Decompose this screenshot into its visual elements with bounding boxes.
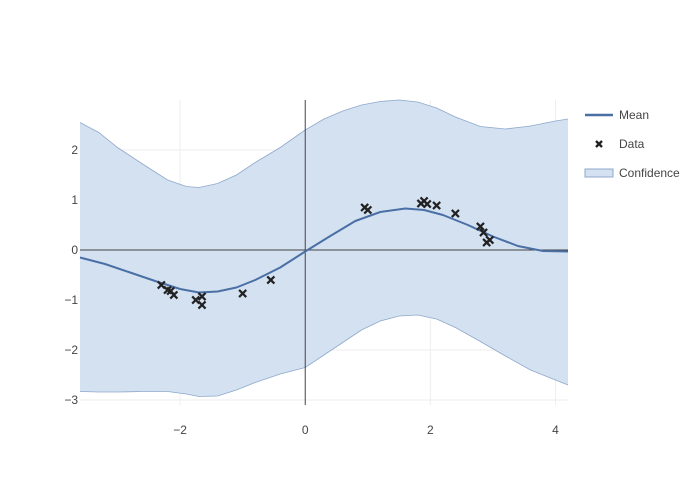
- data-point: [422, 199, 432, 209]
- x-tick-label: 4: [552, 423, 559, 437]
- confidence-band: [80, 100, 568, 397]
- x-tick-label: −2: [173, 423, 187, 437]
- data-point: [363, 205, 373, 215]
- legend-item-confidence[interactable]: Confidence: [584, 166, 680, 180]
- legend[interactable]: Mean Data Confidence: [584, 108, 680, 180]
- data-point: [197, 292, 207, 301]
- legend-label-data: Data: [619, 137, 645, 151]
- legend-item-mean[interactable]: Mean: [585, 108, 649, 122]
- data-point: [479, 228, 488, 237]
- legend-label-confidence: Confidence: [619, 166, 680, 180]
- legend-data-marker: [595, 140, 603, 148]
- data-point: [451, 209, 460, 218]
- y-tick-label: −1: [64, 293, 78, 307]
- data-point: [191, 295, 201, 305]
- legend-label-mean: Mean: [619, 108, 649, 122]
- data-points-layer: [156, 196, 495, 310]
- x-tick-label: 2: [427, 423, 434, 437]
- data-point: [485, 235, 495, 245]
- data-point: [197, 300, 207, 310]
- data-point: [476, 222, 485, 231]
- data-point: [238, 289, 248, 298]
- data-point: [156, 280, 166, 290]
- x-tick-label: 0: [302, 423, 309, 437]
- y-tick-label: 0: [71, 243, 78, 257]
- confidence-band-layer: [79, 99, 569, 397]
- y-tick-label: −3: [64, 393, 78, 407]
- data-point: [432, 201, 441, 210]
- data-point: [266, 275, 276, 285]
- confidence-lower-edge: [79, 314, 569, 397]
- confidence-upper-edge: [79, 99, 569, 188]
- y-tick-label: −2: [64, 343, 78, 357]
- tick-labels: −2 0 2 4 −3 −2 −1 0 1 2: [64, 143, 559, 437]
- y-tick-label: 1: [71, 193, 78, 207]
- data-point: [169, 290, 179, 300]
- y-tick-label: 2: [71, 143, 78, 157]
- legend-item-data[interactable]: Data: [595, 137, 645, 151]
